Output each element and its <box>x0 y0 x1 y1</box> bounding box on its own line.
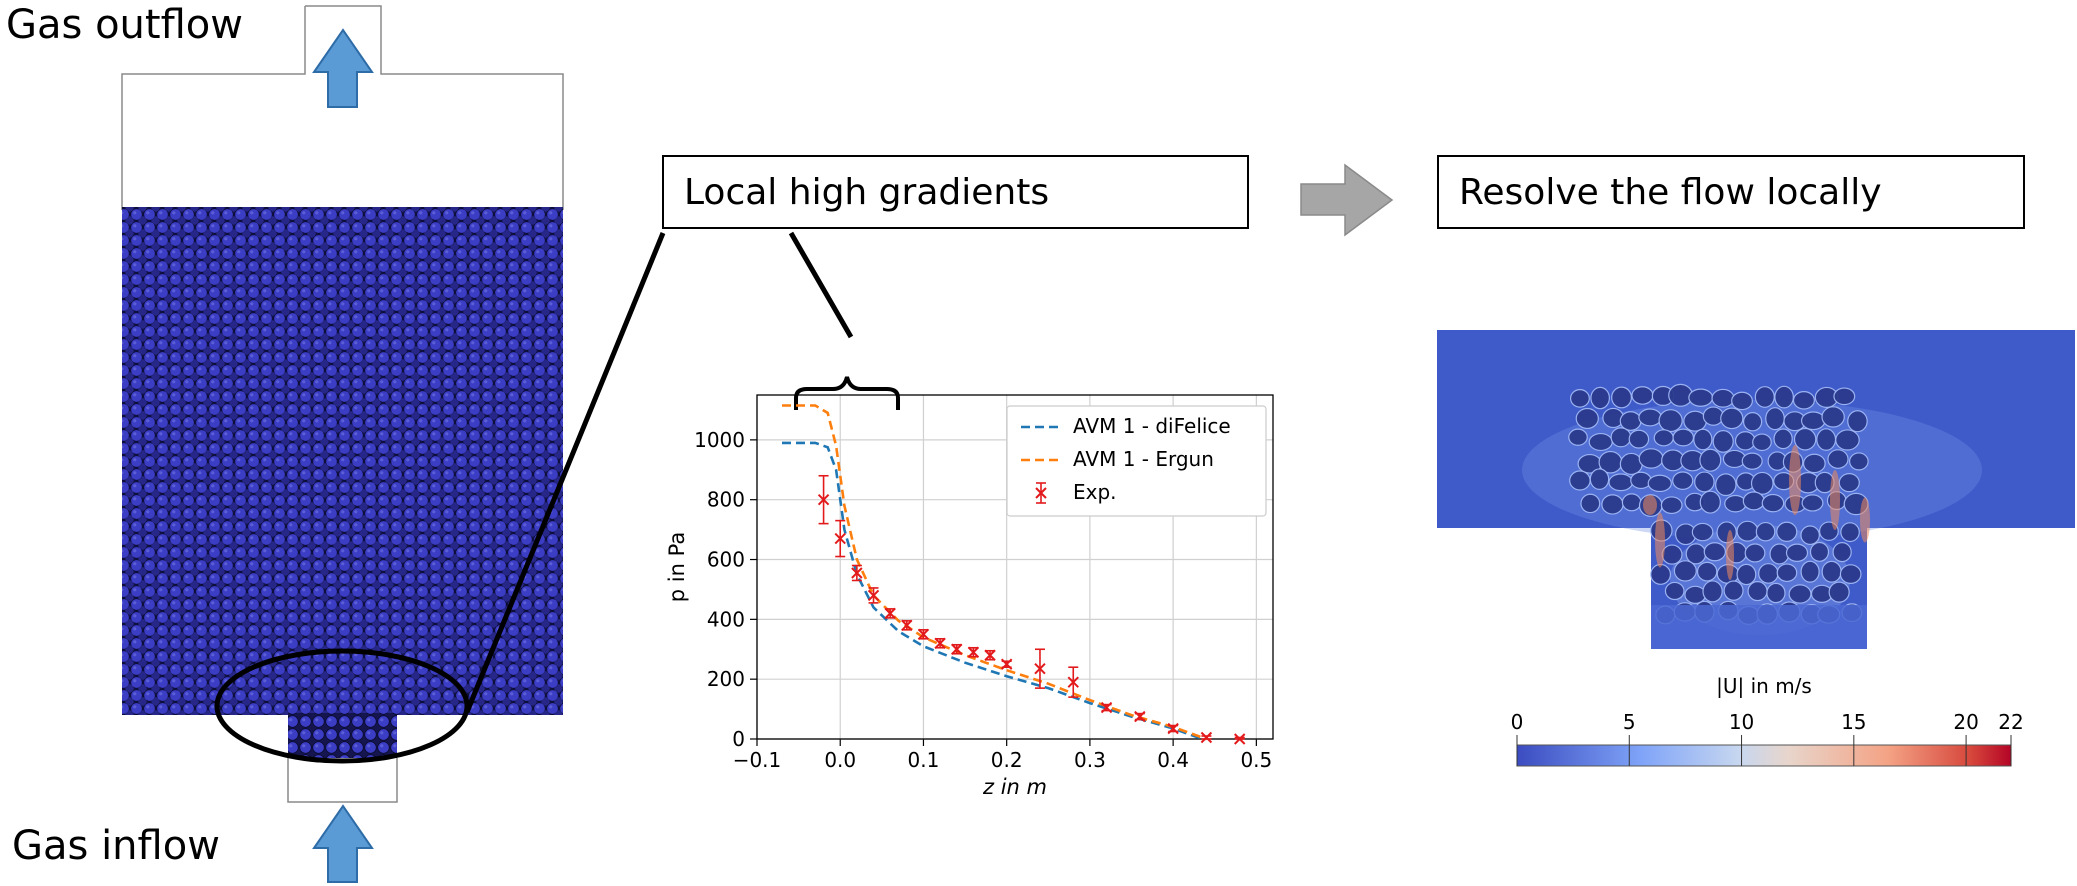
exp-point <box>834 519 846 558</box>
x-tick-label: 0.0 <box>824 748 856 772</box>
exp-point <box>867 587 880 604</box>
x-tick-label: 0.5 <box>1240 748 1272 772</box>
exp-point <box>851 564 863 582</box>
colorbar-tick-label: 15 <box>1841 710 1866 734</box>
process-arrow-icon <box>1300 163 1394 237</box>
local-high-gradients-text: Local high gradients <box>684 171 1050 213</box>
exp-point <box>884 607 896 620</box>
plot-frame <box>756 394 1274 740</box>
x-tick-label: 0.3 <box>1074 748 1106 772</box>
exp-point <box>1234 733 1246 745</box>
exp-point <box>951 643 963 655</box>
exp-point <box>1000 658 1013 670</box>
resolve-flow-text: Resolve the flow locally <box>1459 171 1882 213</box>
flow-field-image <box>1437 330 2075 649</box>
colorbar-label: |U| in m/s <box>1716 674 1812 698</box>
exp-point <box>934 637 946 649</box>
inflow-arrow-icon <box>312 804 374 883</box>
zoom-line-left <box>464 232 666 713</box>
x-tick-label: 0.1 <box>908 748 940 772</box>
gas-outflow-label: Gas outflow <box>6 2 243 48</box>
chart-legend: AVM 1 - diFelice AVM 1 - Ergun Exp. <box>1006 405 1267 517</box>
reactor-schematic <box>121 5 564 803</box>
x-tick-label: 0.4 <box>1157 748 1189 772</box>
exp-point <box>917 628 930 641</box>
exp-point <box>1100 701 1113 714</box>
outflow-arrow-icon <box>312 28 374 108</box>
colorbar-tick-label: 20 <box>1953 710 1978 734</box>
exp-point <box>1167 722 1179 735</box>
y-tick-label: 1000 <box>694 428 745 452</box>
legend-item-0: AVM 1 - diFelice <box>1021 414 1231 438</box>
particle-bed-neck <box>288 713 397 758</box>
legend-label: AVM 1 - diFelice <box>1073 414 1231 438</box>
local-high-gradients-box: Local high gradients <box>662 155 1249 229</box>
colorbar-tick-label: 0 <box>1511 710 1524 734</box>
exp-point <box>1034 648 1046 689</box>
pressure-chart: −0.1 0.0 0.1 0.2 0.3 0.4 0.5 0 200 400 600 800 1000 z… <box>665 394 1274 799</box>
legend-item-1: AVM 1 - Ergun <box>1021 447 1214 471</box>
colorbar-tick-label: 10 <box>1729 710 1754 734</box>
y-tick-label: 400 <box>707 607 745 631</box>
exp-point <box>967 646 980 658</box>
exp-point <box>817 474 830 525</box>
legend-label: AVM 1 - Ergun <box>1073 447 1214 471</box>
y-tick-label: 0 <box>732 727 745 751</box>
legend-label: Exp. <box>1073 480 1117 504</box>
y-tick-label: 800 <box>707 488 745 512</box>
y-tick-label: 600 <box>707 548 745 572</box>
series-line-0 <box>782 441 1207 741</box>
zoom-line-right <box>788 231 854 339</box>
exp-point <box>984 649 996 661</box>
exp-point <box>901 619 913 632</box>
x-tick-label: −0.1 <box>733 748 782 772</box>
gas-inflow-label: Gas inflow <box>12 823 220 869</box>
exp-point <box>1134 710 1146 723</box>
y-axis-label: p in Pa <box>665 532 689 602</box>
curly-brace <box>794 376 900 410</box>
exp-point <box>1067 666 1079 698</box>
colorbar-tick-label: 22 <box>1998 710 2023 734</box>
legend-item-2: Exp. <box>1035 480 1117 504</box>
colorbar: |U| in m/s 0 5 10 15 20 22 <box>1511 674 2024 767</box>
x-axis-label: z in m <box>982 775 1047 799</box>
exp-point <box>1200 731 1213 744</box>
resolve-flow-box: Resolve the flow locally <box>1437 155 2025 229</box>
y-tick-label: 200 <box>707 667 745 691</box>
x-tick-label: 0.2 <box>991 748 1023 772</box>
colorbar-tick-label: 5 <box>1623 710 1636 734</box>
